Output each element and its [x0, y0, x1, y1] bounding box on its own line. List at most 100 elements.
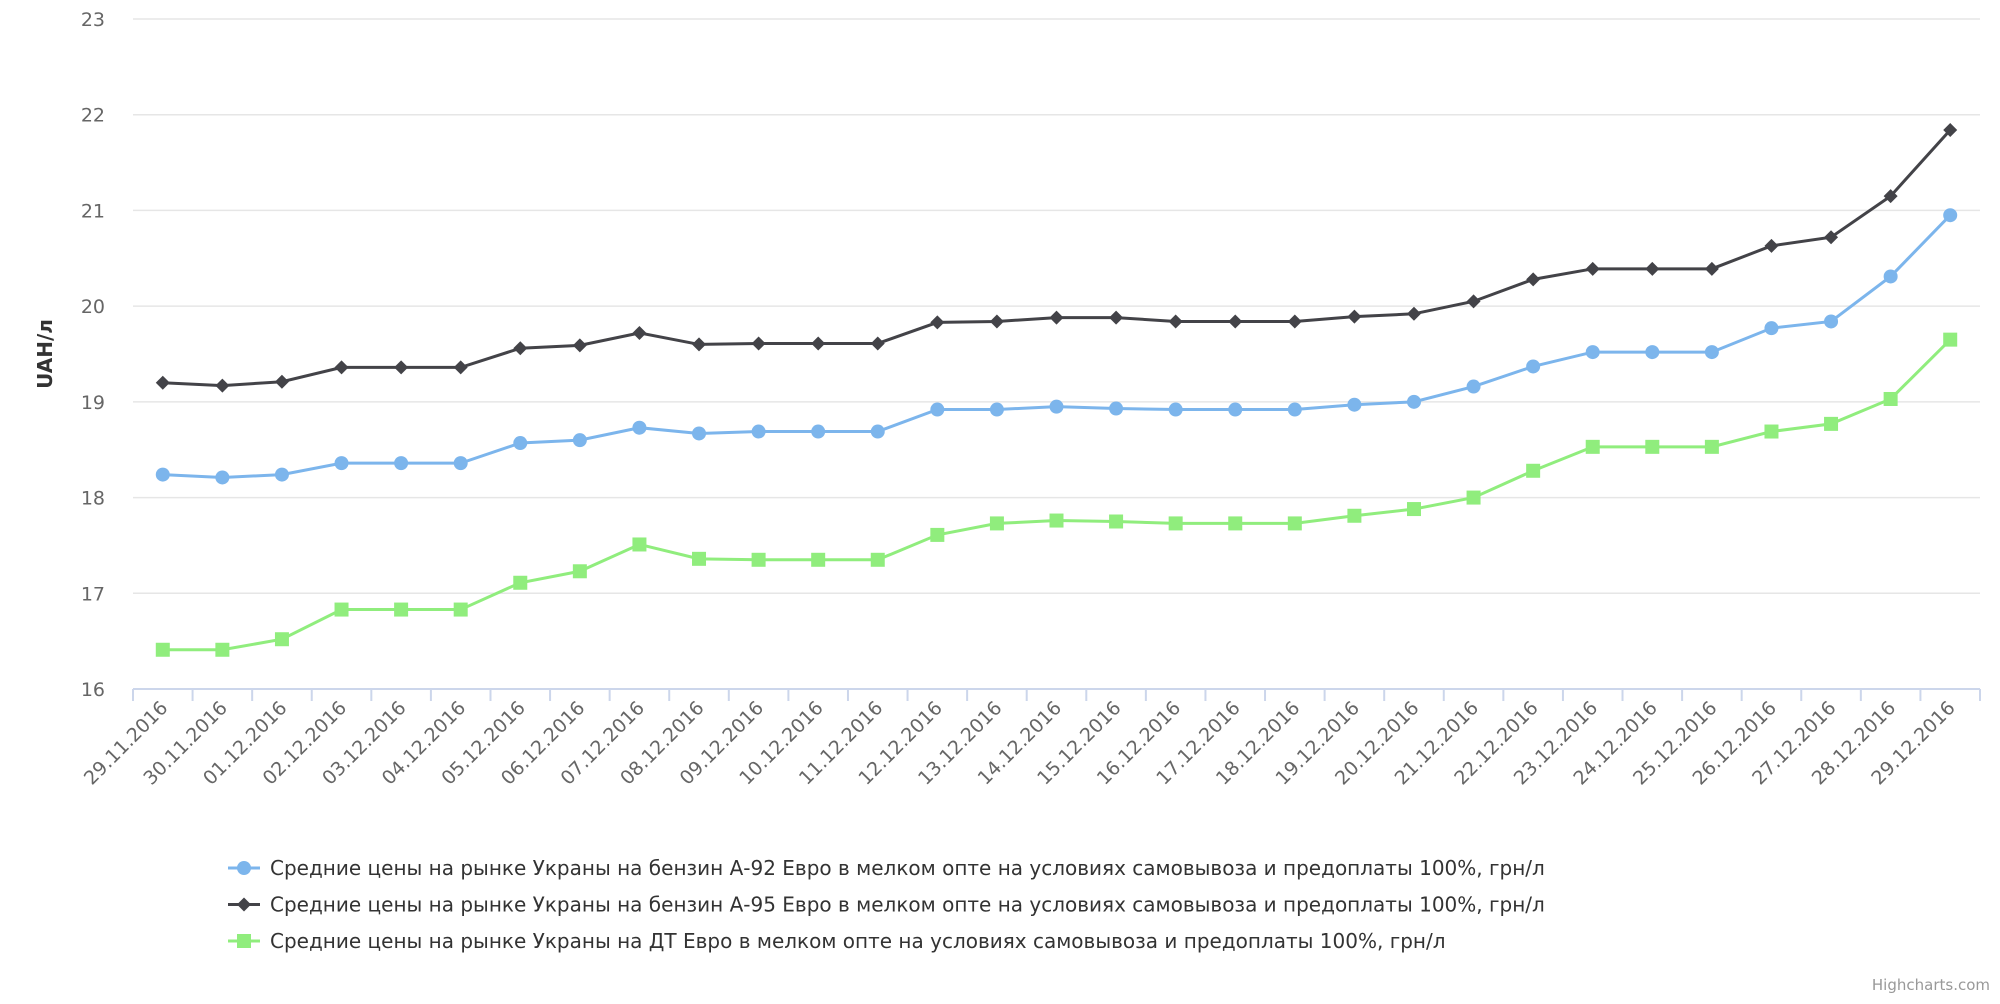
data-point[interactable]	[394, 456, 409, 471]
data-point[interactable]	[1585, 439, 1600, 454]
data-point[interactable]	[870, 552, 885, 567]
data-point[interactable]	[1943, 332, 1958, 347]
data-point[interactable]	[1168, 516, 1183, 531]
data-point[interactable]	[1883, 189, 1898, 204]
data-point[interactable]	[632, 537, 647, 552]
data-point[interactable]	[632, 325, 647, 340]
data-point[interactable]	[1645, 439, 1660, 454]
data-point[interactable]	[1049, 513, 1064, 528]
data-point[interactable]	[1824, 314, 1839, 329]
data-point[interactable]	[1228, 314, 1243, 329]
data-point[interactable]	[572, 338, 587, 353]
data-point[interactable]	[274, 467, 289, 482]
data-point[interactable]	[334, 602, 349, 617]
data-point[interactable]	[1645, 345, 1660, 360]
data-point[interactable]	[1347, 397, 1362, 412]
data-point[interactable]	[1764, 424, 1779, 439]
data-point[interactable]	[1228, 516, 1243, 531]
data-point[interactable]	[1287, 516, 1302, 531]
data-point[interactable]	[1406, 394, 1421, 409]
data-point[interactable]	[1645, 261, 1660, 276]
data-point[interactable]	[751, 424, 766, 439]
data-point[interactable]	[1287, 402, 1302, 417]
data-point[interactable]	[513, 341, 528, 356]
data-point[interactable]	[751, 336, 766, 351]
data-point[interactable]	[1526, 463, 1541, 478]
data-point[interactable]	[1109, 310, 1124, 325]
data-point[interactable]	[811, 424, 826, 439]
data-point[interactable]	[1526, 272, 1541, 287]
data-point[interactable]	[1049, 310, 1064, 325]
data-point[interactable]	[1168, 314, 1183, 329]
data-point[interactable]	[1764, 238, 1779, 253]
data-point[interactable]	[1704, 261, 1719, 276]
data-point[interactable]	[215, 378, 230, 393]
data-point[interactable]	[1585, 261, 1600, 276]
data-point[interactable]	[811, 552, 826, 567]
legend-item-0[interactable]: Средние цены на рынке Украны на бензин А…	[228, 856, 1545, 880]
legend-marker-icon[interactable]	[237, 897, 251, 912]
data-point[interactable]	[155, 467, 170, 482]
data-point[interactable]	[1764, 321, 1779, 336]
data-point[interactable]	[989, 314, 1004, 329]
data-point[interactable]	[1704, 439, 1719, 454]
data-point[interactable]	[274, 374, 289, 389]
data-point[interactable]	[930, 315, 945, 330]
data-point[interactable]	[870, 336, 885, 351]
data-point[interactable]	[453, 360, 468, 375]
data-point[interactable]	[1943, 123, 1958, 138]
data-point[interactable]	[1824, 230, 1839, 245]
data-point[interactable]	[989, 516, 1004, 531]
data-point[interactable]	[1228, 402, 1243, 417]
data-point[interactable]	[394, 602, 409, 617]
data-point[interactable]	[1049, 399, 1064, 414]
data-point[interactable]	[1406, 306, 1421, 321]
data-point[interactable]	[1109, 401, 1124, 416]
data-point[interactable]	[1526, 359, 1541, 374]
data-point[interactable]	[811, 336, 826, 351]
data-point[interactable]	[1883, 269, 1898, 284]
data-point[interactable]	[692, 337, 707, 352]
data-point[interactable]	[1943, 208, 1958, 223]
data-point[interactable]	[1824, 416, 1839, 431]
data-point[interactable]	[155, 642, 170, 657]
data-point[interactable]	[989, 402, 1004, 417]
data-point[interactable]	[870, 424, 885, 439]
data-point[interactable]	[334, 456, 349, 471]
data-point[interactable]	[1168, 402, 1183, 417]
data-point[interactable]	[572, 433, 587, 448]
data-point[interactable]	[1406, 502, 1421, 517]
legend-marker-icon[interactable]	[237, 934, 251, 948]
data-point[interactable]	[751, 552, 766, 567]
data-point[interactable]	[1466, 294, 1481, 309]
data-point[interactable]	[1704, 345, 1719, 360]
data-point[interactable]	[1585, 345, 1600, 360]
data-point[interactable]	[930, 402, 945, 417]
data-point[interactable]	[453, 456, 468, 471]
data-point[interactable]	[692, 551, 707, 566]
data-point[interactable]	[572, 564, 587, 579]
data-point[interactable]	[394, 360, 409, 375]
data-point[interactable]	[215, 642, 230, 657]
credits[interactable]: Highcharts.com	[1872, 976, 1990, 994]
data-point[interactable]	[453, 602, 468, 617]
legend-item-1[interactable]: Средние цены на рынке Украны на бензин А…	[228, 893, 1545, 917]
data-point[interactable]	[1287, 314, 1302, 329]
data-point[interactable]	[274, 632, 289, 647]
data-point[interactable]	[1347, 508, 1362, 523]
data-point[interactable]	[1466, 379, 1481, 394]
data-point[interactable]	[1347, 309, 1362, 324]
legend-item-2[interactable]: Средние цены на рынке Украны на ДТ Евро …	[228, 929, 1446, 953]
data-point[interactable]	[513, 436, 528, 451]
data-point[interactable]	[215, 470, 230, 485]
data-point[interactable]	[692, 426, 707, 441]
data-point[interactable]	[155, 375, 170, 390]
legend-marker-icon[interactable]	[237, 861, 251, 875]
data-point[interactable]	[1883, 391, 1898, 406]
data-point[interactable]	[1466, 490, 1481, 505]
data-point[interactable]	[1109, 514, 1124, 529]
data-point[interactable]	[632, 420, 647, 435]
data-point[interactable]	[930, 527, 945, 542]
data-point[interactable]	[513, 575, 528, 590]
data-point[interactable]	[334, 360, 349, 375]
